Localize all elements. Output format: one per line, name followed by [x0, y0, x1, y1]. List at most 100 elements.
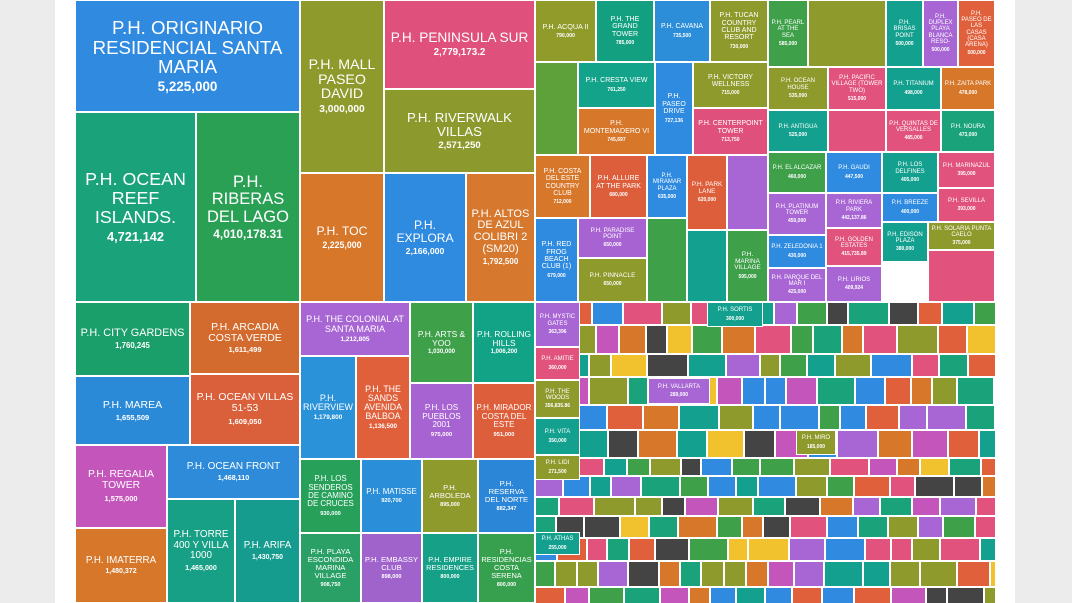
filler-tile — [885, 377, 911, 405]
cell-name: P.H. TOC — [316, 224, 368, 239]
filler-tile — [918, 302, 942, 325]
filler-tile — [774, 302, 797, 325]
cell-value: 478,000 — [958, 89, 978, 96]
cell-name: P.H. ANTIGUA — [778, 123, 818, 130]
cell-name: P.H. ARIFA — [243, 540, 292, 552]
treemap-cell: P.H. PENINSULA SUR 2,779,173.2 — [384, 0, 535, 89]
filler-tile — [940, 497, 976, 516]
treemap-cell: P.H. LIDI 271,500 — [535, 455, 580, 480]
cell-name: P.H. GOLDEN ESTATES — [835, 236, 873, 249]
cell-value: 2,166,000 — [405, 246, 445, 257]
treemap-cell: P.H. PLAYA ESCONDIDA MARINA VILLAGE 908,7… — [300, 533, 361, 603]
filler-tile — [807, 354, 835, 377]
cell-value: 650,000 — [603, 242, 622, 249]
treemap-cell: P.H. MIRADOR COSTA DEL ESTE 951,000 — [473, 383, 535, 459]
filler-tile — [619, 325, 646, 354]
filler-tile — [718, 497, 753, 516]
treemap-cell: P.H. TUCAN COUNTRY CLUB AND RESORT 730,00… — [710, 0, 768, 62]
filler-tile — [968, 354, 995, 377]
cell-name: P.H. PASEO DE LAS CASAS (CASA ARENA) — [961, 10, 992, 49]
cell-value: 415,735.89 — [841, 251, 867, 258]
treemap-cell: P.H. SORTIS 300,000 — [707, 302, 763, 327]
filler-tile — [681, 458, 701, 476]
filler-tile — [701, 561, 724, 587]
filler-tile — [842, 325, 863, 354]
cell-name: P.H. ROLLING HILLS — [477, 328, 531, 348]
cell-name: P.H. CAVANA — [661, 23, 703, 31]
cell-name: P.H. PLATINUM TOWER — [775, 203, 819, 216]
filler-tile — [820, 497, 853, 516]
filler-tile — [878, 430, 912, 458]
filler-tile — [948, 430, 979, 458]
filler-tile — [897, 325, 938, 354]
filler-tile — [628, 561, 659, 587]
filler-tile — [891, 587, 926, 603]
filler-tile — [746, 561, 768, 587]
treemap-cell: P.H. GOLDEN ESTATES 415,735.89 — [826, 228, 882, 266]
filler-tile — [880, 497, 912, 516]
filler-tile — [789, 538, 825, 561]
treemap-cell: P.H. PARK LANE 620,000 — [687, 155, 727, 230]
cell-value: 800,000 — [496, 581, 517, 588]
filler-tile — [726, 354, 760, 377]
filler-tile — [584, 516, 620, 538]
filler-tile — [624, 587, 660, 603]
filler-tile — [825, 538, 865, 561]
treemap-cell: P.H. ALLURE AT THE PARK 680,000 — [590, 155, 647, 218]
filler-tile — [590, 476, 611, 497]
treemap-cell: P.H. LOS DELFINES 405,000 — [882, 152, 938, 193]
cell-name: P.H. ATHAS — [541, 536, 574, 543]
cell-value: 380,000 — [895, 246, 915, 253]
cell-value: 1,030,000 — [428, 349, 455, 356]
cell-name: P.H. PACIFIC VILLAGE (TOWER TWO) — [831, 75, 883, 94]
cell-name: P.H. REGALIA TOWER — [88, 469, 154, 491]
treemap-cell: P.H. COSTA DEL ESTE COUNTRY CLUB 712,000 — [535, 155, 590, 218]
treemap-cell: P.H. OCEAN REEF ISLANDS. 4,721,142 — [75, 112, 196, 302]
filler-tile — [641, 476, 680, 497]
filler-tile — [753, 405, 780, 430]
filler-tile — [912, 354, 939, 377]
cell-value: 393,000 — [957, 206, 976, 213]
filler-tile — [742, 377, 765, 405]
filler-tile — [866, 405, 899, 430]
filler-tile — [744, 430, 775, 458]
cell-value: 525,000 — [788, 132, 808, 139]
treemap-cell: P.H. ATHAS 255,000 — [535, 532, 580, 555]
cell-name: P.H. PLAYA ESCONDIDA MARINA VILLAGE — [307, 546, 354, 581]
filler-tile — [689, 538, 728, 561]
filler-tile — [607, 538, 629, 561]
treemap-cell: P.H. CENTERPOINT TOWER 713,750 — [693, 108, 768, 155]
filler-tile — [677, 430, 707, 458]
filler-tile — [786, 377, 817, 405]
treemap-cell: P.H. MIRAMAR PLAZA 635,000 — [647, 155, 687, 218]
treemap-cell: P.H. BRISAS POINT 500,000 — [886, 0, 923, 67]
cell-name: P.H. TITANIUM — [893, 81, 934, 88]
cell-value: 761,250 — [607, 86, 626, 93]
filler-tile — [981, 458, 995, 476]
filler-tile — [765, 377, 786, 405]
filler-tile — [967, 325, 995, 354]
filler-tile — [912, 538, 940, 561]
treemap-cell: P.H. PASEO DE LAS CASAS (CASA ARENA) 500,… — [958, 0, 995, 67]
cell-name: P.H. NOURA — [950, 123, 986, 130]
filler-tile — [813, 325, 842, 354]
filler-tile — [555, 561, 577, 587]
treemap-cell: P.H. MAREA 1,655,509 — [75, 376, 190, 445]
filler-tile — [915, 476, 954, 497]
cell-name: P.H. OCEAN VILLAS 51-53 — [196, 392, 294, 414]
filler-tile — [667, 325, 692, 354]
filler-tile — [890, 476, 915, 497]
cell-value: 350,000 — [548, 437, 567, 444]
cell-value: 2,571,250 — [438, 140, 481, 152]
cell-name: P.H. RIVERVIEW — [303, 392, 353, 412]
cell-value: 951,000 — [493, 431, 515, 438]
cell-value: 450,000 — [787, 218, 807, 225]
treemap-cell: P.H. THE SANDS AVENIDA BALBOA 1,136,500 — [356, 356, 410, 459]
filler-tile — [760, 354, 780, 377]
filler-tile — [660, 587, 689, 603]
cell-value: 1,655,509 — [115, 412, 150, 422]
filler-tile — [984, 587, 995, 603]
filler-tile — [889, 302, 918, 325]
cell-value: 430,000 — [787, 252, 807, 259]
filler-tile — [732, 458, 760, 476]
